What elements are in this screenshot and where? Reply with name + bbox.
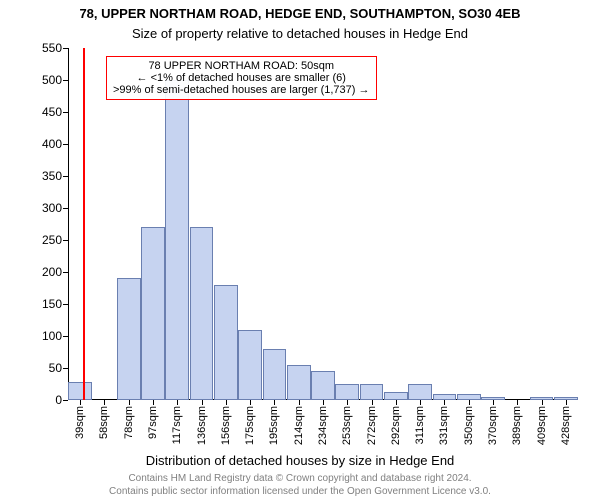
footer-attribution: Contains HM Land Registry data © Crown c… [0,473,600,498]
x-tick-label: 58sqm [98,406,110,439]
x-tick-label: 389sqm [511,406,523,445]
annotation-box: 78 UPPER NORTHAM ROAD: 50sqm← <1% of det… [106,56,377,100]
footer-line-2: Contains public sector information licen… [0,486,600,499]
x-tick-label: 331sqm [438,406,450,445]
histogram-bar [311,371,335,400]
x-tick-label: 195sqm [268,406,280,445]
histogram-bar [238,330,262,400]
histogram-bar [384,392,408,400]
histogram-bar [214,285,238,400]
x-tick-label: 117sqm [171,406,183,444]
footer-line-1: Contains HM Land Registry data © Crown c… [0,473,600,486]
x-tick-label: 156sqm [220,406,232,445]
x-tick-label: 350sqm [463,406,475,445]
histogram-bar [190,227,214,400]
x-tick-label: 428sqm [560,406,572,445]
chart-area: 05010015020025030035040045050055039sqm58… [68,48,578,400]
x-tick-label: 370sqm [487,406,499,445]
annotation-line: 78 UPPER NORTHAM ROAD: 50sqm [113,60,370,72]
histogram-bar [287,365,311,400]
x-tick-label: 253sqm [341,406,353,445]
histogram-bar [263,349,287,400]
annotation-line: ← <1% of detached houses are smaller (6) [113,72,370,84]
x-tick-label: 409sqm [536,406,548,445]
x-tick-label: 292sqm [390,406,402,445]
histogram-bar [117,278,141,400]
annotation-line: >99% of semi-detached houses are larger … [113,84,370,96]
x-tick-label: 214sqm [293,406,305,445]
x-tick-label: 175sqm [244,406,256,445]
x-tick-label: 39sqm [74,406,86,439]
x-tick-label: 234sqm [317,406,329,445]
histogram-bar [141,227,165,400]
histogram-bar [408,384,432,400]
x-tick-label: 136sqm [196,406,208,445]
x-tick-label: 272sqm [366,406,378,445]
x-tick-label: 78sqm [123,406,135,439]
page-title: 78, UPPER NORTHAM ROAD, HEDGE END, SOUTH… [0,6,600,21]
histogram-bar [360,384,384,400]
x-axis-label: Distribution of detached houses by size … [0,453,600,468]
property-marker-line [83,48,85,400]
x-tick-label: 97sqm [147,406,159,439]
histogram-bar [335,384,359,400]
page-subtitle: Size of property relative to detached ho… [0,26,600,41]
histogram-bar [165,80,189,400]
x-tick-label: 311sqm [414,406,426,444]
histogram-bar [68,382,92,400]
